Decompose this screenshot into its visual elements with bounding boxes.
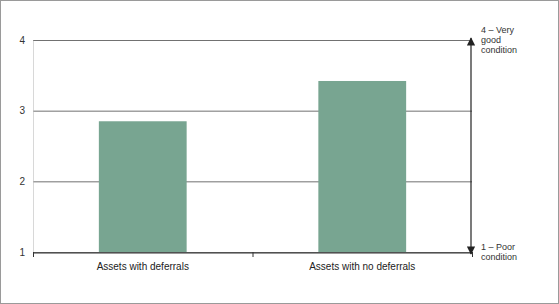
y-axis: 1 2 3 4 xyxy=(19,35,33,258)
annotation-line: good xyxy=(481,35,501,45)
y-tick-label: 2 xyxy=(19,176,25,187)
annotation-line: condition xyxy=(481,252,517,262)
x-tick: Assets with no deferrals xyxy=(309,253,415,272)
y-tick: 1 xyxy=(19,247,33,258)
category-separator xyxy=(253,252,254,257)
x-tick: Assets with deferrals xyxy=(97,253,189,272)
range-arrow xyxy=(470,38,471,254)
x-axis: Assets with deferrals Assets with no defe… xyxy=(34,253,473,272)
category-separator xyxy=(33,252,34,257)
grid xyxy=(33,41,472,253)
annotation-line: 1 – Poor xyxy=(481,242,515,252)
frame xyxy=(1,1,559,304)
grid-line xyxy=(33,40,472,41)
chart: 1 2 3 4 Assets with deferrals Assets with no … xyxy=(0,0,559,304)
category-separators xyxy=(34,252,473,257)
annotation-line: condition xyxy=(481,45,517,55)
y-tick-label: 1 xyxy=(19,247,25,258)
y-axis-line xyxy=(33,41,34,253)
x-tick-label: Assets with deferrals xyxy=(97,261,189,272)
bars xyxy=(99,81,406,252)
x-tick-label: Assets with no deferrals xyxy=(309,261,415,272)
bar xyxy=(99,121,187,252)
y-tick-label: 4 xyxy=(19,35,25,46)
y-tick-label: 3 xyxy=(19,105,25,116)
y-tick: 3 xyxy=(19,105,33,116)
annotation-line: 4 – Very xyxy=(481,25,515,35)
bar xyxy=(318,81,406,252)
annotation: 1 – Poorcondition xyxy=(481,242,517,262)
category-separator xyxy=(472,252,473,257)
y-tick: 4 xyxy=(19,35,33,46)
y-tick: 2 xyxy=(19,176,33,187)
annotation: 4 – Verygoodcondition xyxy=(481,25,517,55)
